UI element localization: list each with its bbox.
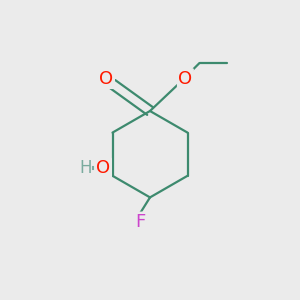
Text: H: H	[79, 159, 92, 177]
Text: O: O	[178, 70, 193, 88]
Text: O: O	[96, 159, 111, 177]
Text: O: O	[99, 70, 114, 88]
Text: F: F	[135, 213, 146, 231]
